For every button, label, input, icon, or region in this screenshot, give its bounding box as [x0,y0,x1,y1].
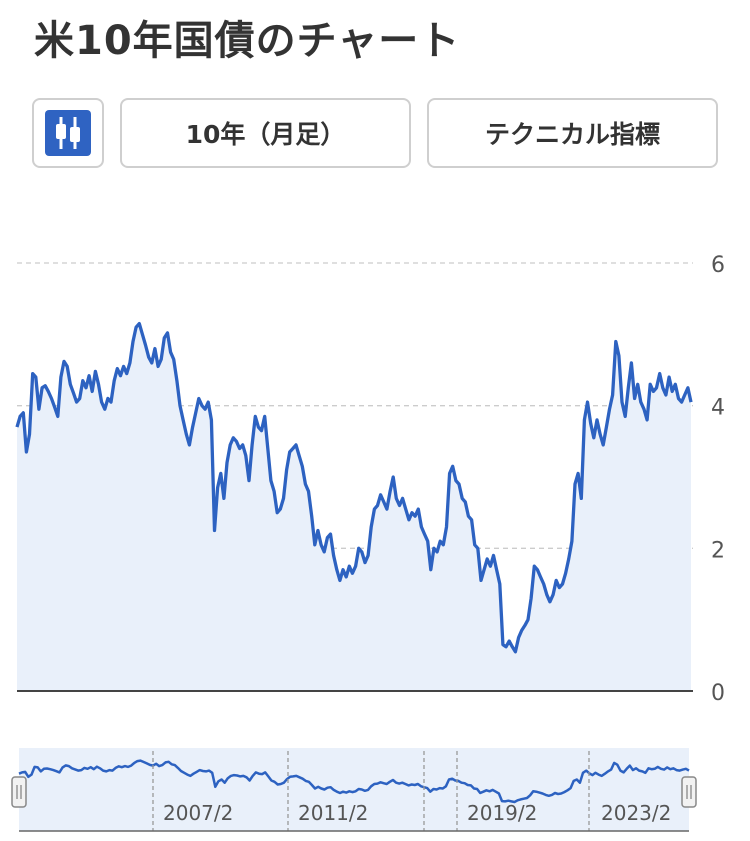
chart-type-button[interactable] [32,98,104,168]
technical-indicator-button[interactable]: テクニカル指標 [427,98,718,168]
x-tick-label: 2023/2 [553,708,627,710]
navigator-tick-label: 2011/2 [298,801,368,825]
x-tick-label: 2007/2 [116,708,190,710]
y-tick-label: 4 [711,396,725,421]
x-tick-label: 2019/2 [416,708,490,710]
period-select-button[interactable]: 10年（月足） [120,98,411,168]
navigator-tick-label: 2023/2 [601,801,671,825]
x-tick-label: 2011/2 [252,708,326,710]
main-chart[interactable]: 0 2 4 6 2007/2 2011/2 2019/2 2023/2 [0,230,750,710]
navigator-chart[interactable]: 2007/2 2011/2 2019/2 2023/2 [0,745,750,841]
y-tick-label: 6 [711,253,725,278]
navigator-background [19,748,689,831]
candlestick-icon [45,110,91,156]
y-tick-label: 2 [711,538,725,563]
navigator-tick-label: 2007/2 [163,801,233,825]
y-tick-label: 0 [711,681,725,706]
navigator-tick-label: 2019/2 [467,801,537,825]
navigator-right-handle[interactable] [681,776,697,808]
series-area [17,323,691,691]
page-title: 米10年国債のチャート [34,18,461,64]
navigator-series-line [18,759,690,804]
navigator-left-handle[interactable] [11,776,27,808]
series-line [15,321,693,654]
